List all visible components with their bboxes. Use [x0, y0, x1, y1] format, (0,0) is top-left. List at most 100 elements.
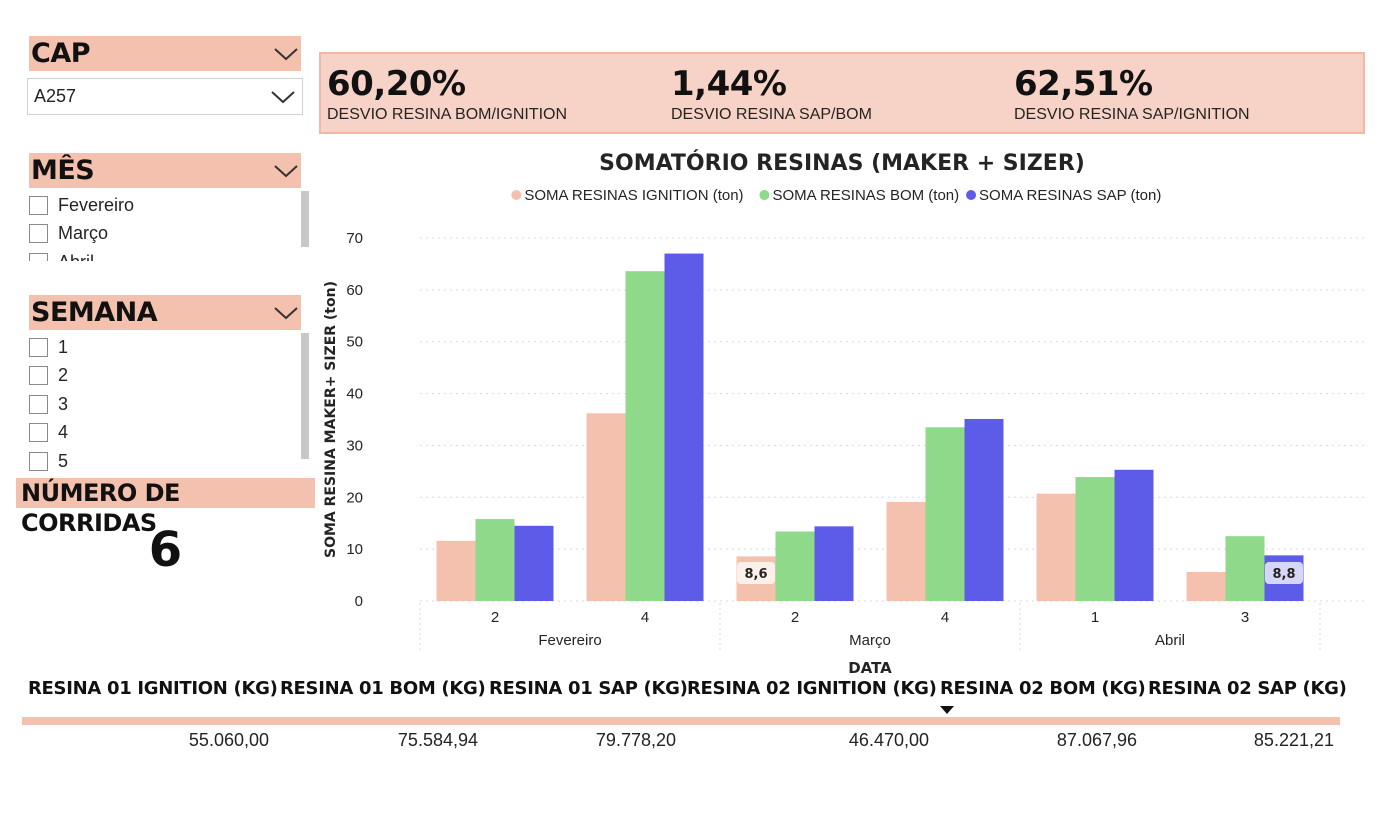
x-tick-label: 4 [641, 609, 649, 626]
x-tick-label: 4 [941, 609, 949, 626]
x-group-label: Fevereiro [538, 632, 601, 649]
semana-item-label: 1 [58, 336, 69, 357]
semana-item-2[interactable]: 2 [29, 362, 309, 391]
table-cell: 75.584,94 [397, 730, 478, 750]
legend-entry: SOMA RESINAS IGNITION (ton) [524, 187, 743, 204]
table-cell: 46.470,00 [848, 730, 929, 750]
column-header[interactable]: RESINA 02 SAP (KG) [1148, 678, 1347, 699]
legend-marker [511, 190, 522, 200]
x-group-label: Abril [1155, 632, 1185, 649]
semana-slicer-header: SEMANA [29, 295, 301, 330]
data-label: 8,8 [1272, 567, 1295, 582]
column-header[interactable]: RESINA 02 BOM (KG) [940, 678, 1146, 699]
mes-item-label: Março [58, 223, 109, 244]
x-axis-label: DATA [848, 659, 892, 677]
mes-item-label: Abril [58, 252, 94, 261]
corridas-title: NÚMERO DE CORRIDAS [16, 478, 315, 537]
semana-item-3[interactable]: 3 [29, 390, 309, 419]
y-tick-label: 40 [346, 386, 363, 403]
table-header-row: RESINA 01 IGNITION (KG) RESINA 01 BOM (K… [22, 678, 1347, 714]
semana-item-label: 5 [58, 450, 69, 471]
semana-scrollbar[interactable] [301, 333, 309, 459]
legend-entry: SOMA RESINAS BOM (ton) [772, 187, 959, 204]
mes-slicer-title: MÊS [31, 155, 95, 186]
kpi-value: 62,51% [1014, 64, 1153, 104]
kpi-band: 60,20% DESVIO RESINA BOM/IGNITION 1,44% … [319, 52, 1365, 134]
x-tick-label: 2 [791, 609, 799, 626]
column-header[interactable]: RESINA 01 IGNITION (KG) [28, 678, 278, 699]
mes-item-fevereiro[interactable]: Fevereiro [29, 191, 309, 220]
data-label-background [1265, 562, 1303, 584]
data-label-background [737, 562, 775, 584]
x-group-label: Março [849, 632, 891, 649]
checkbox[interactable] [29, 195, 48, 215]
column-header[interactable]: RESINA 01 SAP (KG) [489, 678, 688, 699]
mes-item-label: Fevereiro [58, 194, 135, 215]
checkbox[interactable] [29, 451, 48, 471]
mes-list: Fevereiro Março Abril [29, 191, 309, 261]
mes-slicer-header: MÊS [29, 153, 301, 188]
x-tick-label: 3 [1241, 609, 1249, 626]
checkbox[interactable] [29, 366, 48, 386]
bar [775, 531, 815, 601]
bar [1186, 571, 1226, 601]
chevron-down-icon[interactable] [273, 46, 299, 62]
table-header-underline [22, 717, 1340, 725]
chevron-down-icon[interactable] [273, 305, 299, 321]
column-header[interactable]: RESINA 01 BOM (KG) [280, 678, 486, 699]
x-tick-label: 2 [491, 609, 499, 626]
chevron-down-icon[interactable] [273, 163, 299, 179]
checkbox[interactable] [29, 394, 48, 414]
semana-list: 1 2 3 4 5 [29, 333, 309, 476]
bar [1225, 536, 1265, 601]
bar [964, 418, 1004, 601]
legend-marker [759, 190, 770, 200]
y-tick-label: 0 [355, 593, 363, 610]
kpi-desvio-sap-bom: 1,44% DESVIO RESINA SAP/BOM [671, 64, 872, 124]
data-label: 8,6 [744, 567, 767, 582]
semana-item-label: 2 [58, 365, 69, 386]
kpi-value: 1,44% [671, 64, 787, 104]
cap-slicer-header: CAP [29, 36, 301, 71]
bar [514, 525, 554, 601]
bar [664, 253, 704, 602]
legend-marker [966, 190, 977, 200]
semana-item-label: 4 [58, 422, 69, 443]
cap-dropdown[interactable]: A257 [27, 78, 303, 115]
x-tick-label: 1 [1091, 609, 1099, 626]
legend-entry: SOMA RESINAS SAP (ton) [979, 187, 1161, 204]
kpi-value: 60,20% [327, 64, 466, 104]
column-header[interactable]: RESINA 02 IGNITION (KG) [687, 678, 937, 699]
semana-item-5[interactable]: 5 [29, 447, 309, 476]
table-cell: 55.060,00 [188, 730, 269, 750]
cap-slicer-title: CAP [31, 38, 91, 69]
bar [625, 271, 665, 601]
bar [925, 427, 965, 601]
bar [1114, 469, 1154, 601]
bar [436, 540, 476, 601]
table-cell: 79.778,20 [595, 730, 676, 750]
checkbox[interactable] [29, 337, 48, 357]
table-cell: 85.221,21 [1253, 730, 1334, 750]
mes-item-marco[interactable]: Março [29, 220, 309, 249]
bar [475, 519, 515, 601]
semana-item-4[interactable]: 4 [29, 419, 309, 448]
bar [1036, 493, 1076, 601]
sort-descending-icon[interactable] [940, 706, 954, 714]
cap-selected-value: A257 [34, 86, 77, 106]
bar [886, 501, 926, 601]
checkbox[interactable] [29, 423, 48, 443]
semana-item-label: 3 [58, 393, 69, 414]
chevron-down-icon[interactable] [270, 89, 296, 105]
resinas-bar-chart: SOMATÓRIO RESINAS (MAKER + SIZER) SOMA RE… [323, 150, 1365, 677]
checkbox[interactable] [29, 224, 48, 244]
kpi-label: DESVIO RESINA SAP/IGNITION [1014, 106, 1250, 123]
chart-title: SOMATÓRIO RESINAS (MAKER + SIZER) [599, 150, 1085, 176]
checkbox[interactable] [29, 252, 48, 261]
bar [814, 526, 854, 601]
mes-scrollbar[interactable] [301, 191, 309, 247]
y-tick-label: 20 [346, 489, 363, 506]
semana-item-1[interactable]: 1 [29, 333, 309, 362]
kpi-label: DESVIO RESINA BOM/IGNITION [327, 106, 568, 123]
mes-item-abril[interactable]: Abril [29, 248, 309, 261]
